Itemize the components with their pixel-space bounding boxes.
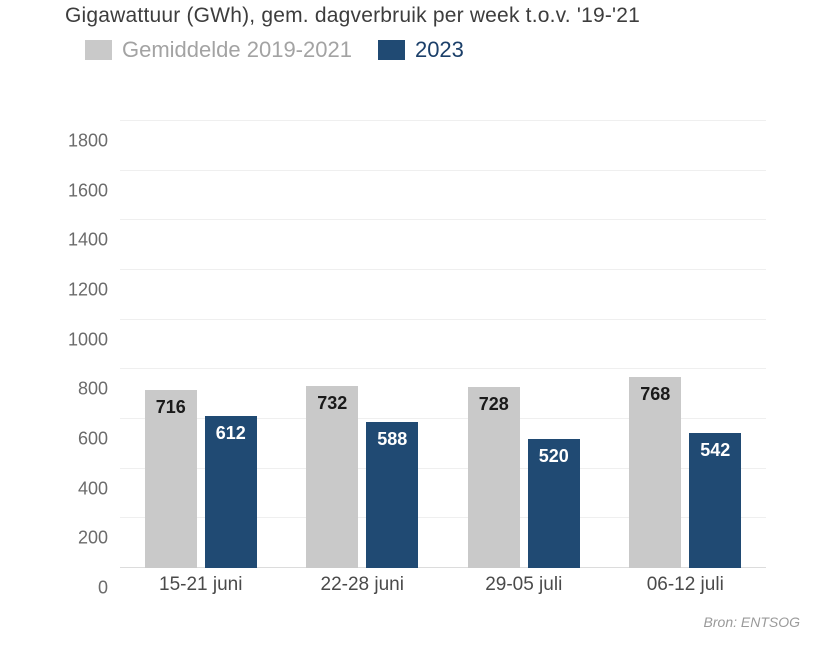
- gridline: 1600: [68, 169, 766, 200]
- bar-2023: 612: [204, 416, 257, 568]
- bar-value-label: 520: [538, 445, 569, 466]
- gridline: 1000: [68, 318, 766, 349]
- y-tick-label: 1400: [67, 229, 108, 250]
- bar-value-label: 716: [155, 397, 186, 418]
- bar-value-label: 732: [317, 393, 348, 414]
- gridline: 1800: [68, 120, 766, 151]
- bar-average-2019-2021: 728: [467, 387, 520, 568]
- y-tick-label: 800: [77, 378, 108, 399]
- gridline: 400: [78, 467, 766, 498]
- legend-item-2023: 2023: [377, 37, 464, 63]
- bar-group: 728 520: [443, 121, 605, 568]
- bar-group: 768 542: [605, 121, 767, 568]
- bar-2023: 542: [689, 433, 742, 568]
- bar-value-label: 588: [377, 428, 408, 449]
- y-tick-label: 200: [77, 527, 108, 548]
- bar-group: 732 588: [282, 121, 444, 568]
- bar-average-2019-2021: 732: [306, 386, 359, 568]
- bar-value-label: 728: [478, 394, 509, 415]
- source-credit: Bron: ENTSOG: [703, 614, 800, 630]
- y-tick-label: 400: [77, 478, 108, 499]
- legend-swatch-2023-icon: [377, 40, 405, 60]
- y-tick-label: 1200: [67, 279, 108, 300]
- gridline: 600: [78, 418, 766, 449]
- legend-label-2023: 2023: [414, 37, 464, 62]
- y-tick-label: 0: [97, 577, 108, 598]
- x-axis-label: 29-05 juli: [485, 574, 563, 595]
- gridline: 1200: [68, 269, 766, 300]
- x-axis: 15-21 juni 22-28 juni 29-05 juli 06-12 juli: [120, 574, 766, 596]
- y-tick-label: 1000: [67, 329, 108, 350]
- plot-area: 0 200 400 600 800 1000 1200 1400 1600 1800 716 612…: [68, 120, 766, 598]
- gridline: 1400: [68, 219, 766, 250]
- gridline: 200: [78, 517, 766, 548]
- bar-average-2019-2021: 768: [629, 377, 682, 568]
- y-tick-label: 1600: [67, 180, 108, 201]
- x-axis-label: 22-28 juni: [320, 574, 404, 595]
- y-tick-label: 1800: [67, 130, 108, 151]
- bar-layer: 716 612 732 588 728 520 768 542: [120, 121, 766, 568]
- bar-value-label: 768: [640, 384, 671, 405]
- y-tick-label: 600: [77, 428, 108, 449]
- x-axis-baseline: 0: [98, 567, 766, 598]
- bar-2023: 520: [527, 438, 580, 568]
- legend-label-average: Gemiddelde 2019-2021: [122, 37, 352, 62]
- bar-group: 716 612: [120, 121, 282, 568]
- bar-average-2019-2021: 716: [144, 390, 197, 568]
- x-axis-label: 06-12 juli: [646, 574, 724, 595]
- legend-item-average: Gemiddelde 2019-2021: [85, 37, 352, 63]
- chart-title: Gigawattuur (GWh), gem. dagverbruik per …: [65, 4, 640, 27]
- bar-2023: 588: [366, 421, 419, 568]
- bar-value-label: 542: [700, 440, 731, 461]
- bar-value-label: 612: [215, 423, 246, 444]
- gridline: 800: [78, 368, 766, 399]
- legend-swatch-average-icon: [85, 40, 112, 60]
- x-axis-label: 15-21 juni: [159, 574, 243, 595]
- legend: Gemiddelde 2019-2021 2023: [85, 37, 464, 63]
